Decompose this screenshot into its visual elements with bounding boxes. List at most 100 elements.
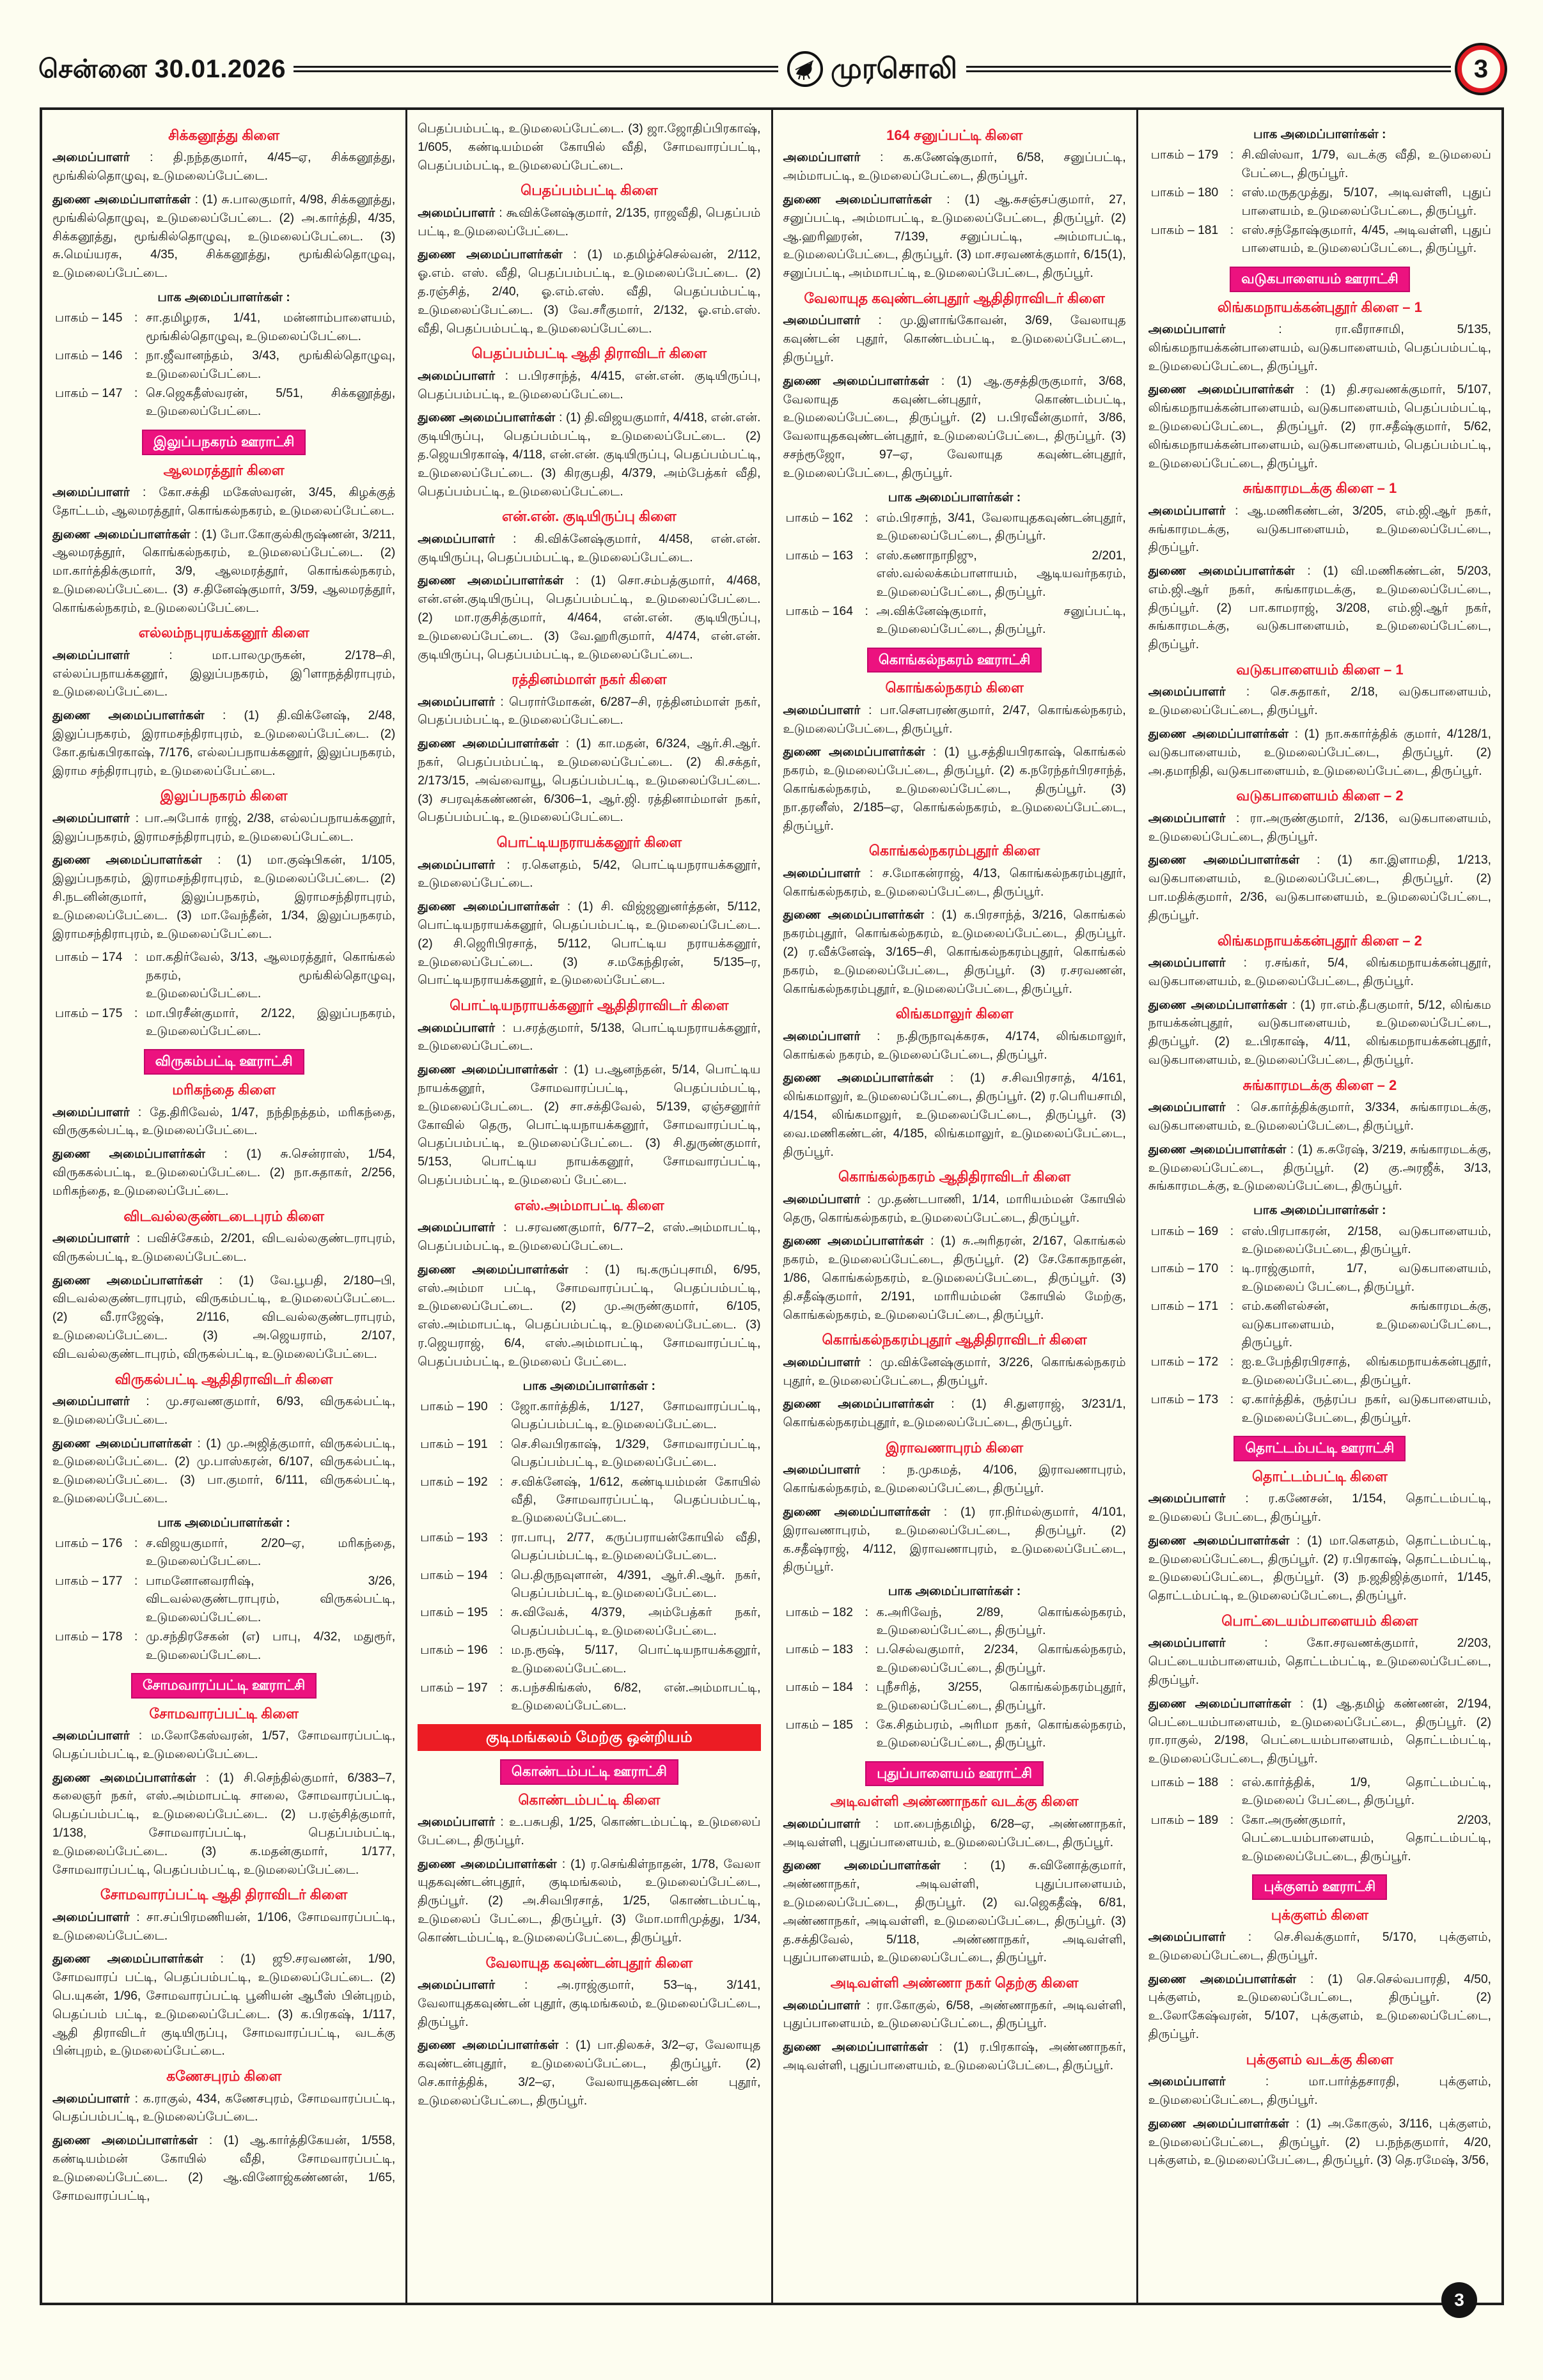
organiser-label: துணை அமைப்பாளர்கள் <box>418 1063 558 1077</box>
part-colon: : <box>865 604 868 618</box>
part-organiser-text: க.அரிவேந், 2/89, கொங்கல்நகரம், உடுமலைப்ப… <box>876 1605 1126 1637</box>
part-organiser-text: எஸ்.கணாநாநிஜு, 2/201, எஸ்.வல்லக்கம்பாளாய… <box>876 548 1126 599</box>
organiser-label: அமைப்பாளர் <box>52 1729 130 1743</box>
part-number: பாகம் – 147 <box>55 386 123 400</box>
organiser-label: துணை அமைப்பாளர்கள் <box>418 248 563 262</box>
organiser-paragraph: அமைப்பாளர் : உ.பசுபதி, 1/25, கொண்டம்பட்ட… <box>418 1815 761 1847</box>
organiser-label: அமைப்பாளர் <box>783 314 861 328</box>
organiser-paragraph: அமைப்பாளர் : ப.பிரசாந்த், 4/415, என்.என்… <box>418 369 761 401</box>
column-2: பெதப்பம்பட்டி, உடுமலைப்பேட்டை. (3) ஜா.ஜோ… <box>405 110 771 2303</box>
part-row: பாகம் – 181: எஸ்.சந்தோஷ்குமார், 4/45, அடி… <box>1148 222 1491 258</box>
rising-sun-bull-emblem-icon <box>787 51 824 87</box>
part-organisers-label: பாக அமைப்பாளர்கள் : <box>157 1515 290 1530</box>
organiser-paragraph: அமைப்பாளர் : மா.பார்த்தசாரதி, புக்குளம்,… <box>1148 2075 1491 2107</box>
masthead-city-date: சென்னை 30.01.2026 <box>38 55 286 83</box>
organiser-paragraph: அமைப்பாளர் : மா.பாலமுருகன், 2/178–சி, எல… <box>52 648 396 699</box>
part-number: பாகம் – 162 <box>785 511 853 525</box>
part-row: பாகம் – 162: எம்.பிரசாந், 3/41, வேலாயுதகவ… <box>783 509 1126 546</box>
part-number: பாகம் – 164 <box>785 604 853 618</box>
part-organiser-text: எல்.கார்த்திக், 1/9, தொட்டம்பட்டி, உடுமல… <box>1241 1775 1491 1808</box>
part-organiser-text: எஸ்.பிரபாகரன், 2/158, வடுகபாளையம், உடுமல… <box>1241 1224 1491 1256</box>
organiser-label: துணை அமைப்பாளர்கள் <box>52 709 205 723</box>
part-row: பாகம் – 192: ச.விக்னேஷ், 1/612, கண்டியம்ம… <box>418 1474 760 1528</box>
organiser-paragraph: துணை அமைப்பாளர்கள் : (1) சு.சென்ராஸ், 1/… <box>52 1147 396 1198</box>
panchayat-heading: புதுப்பாளையம் ஊராட்சி <box>865 1761 1044 1787</box>
organiser-paragraph: துணை அமைப்பாளர்கள் : (1) ஆ.தமிழ் கண்ணன்,… <box>1148 1697 1491 1766</box>
part-organiser-text: மு.சந்திரசேகன் (எ) பாபு, 4/32, மதுரூர், … <box>146 1630 396 1662</box>
part-number: பாகம் – 171 <box>1150 1300 1219 1314</box>
organiser-paragraph: அமைப்பாளர் : ப.சரத்குமார், 5/138, பொட்டி… <box>418 1021 761 1054</box>
part-number: பாகம் – 174 <box>55 951 123 965</box>
union-heading: குடிமங்கலம் மேற்கு ஒன்றியம் <box>418 1723 761 1751</box>
panchayat-heading: சோமவாரப்பட்டி ஊராட்சி <box>131 1672 317 1699</box>
organiser-label: அமைப்பாளர் <box>418 1021 496 1035</box>
organiser-paragraph: துணை அமைப்பாளர்கள் : (1) க.சுரேஷ், 3/219… <box>1148 1142 1491 1194</box>
part-row: பாகம் – 176: ச.விஜயகுமார், 2/20–ஏ, மரிகந்… <box>52 1535 395 1571</box>
organiser-paragraph: துணை அமைப்பாளர்கள் : (1) ஆ.கார்த்திகேயன்… <box>52 2134 396 2203</box>
branch-heading: சுங்காரமடக்கு கிளை – 1 <box>1242 480 1397 497</box>
part-colon: : <box>134 311 138 325</box>
branch-heading: வேலாயுத கவுண்டன்புதூர் ஆதிதிராவிடர் கிளை <box>804 290 1105 306</box>
organiser-paragraph: அமைப்பாளர் : தி.நந்தகுமார், 4/45–ஏ, சிக்… <box>52 151 396 183</box>
organiser-label: அமைப்பாளர் <box>52 1105 130 1119</box>
branch-heading: மரிகந்தை கிளை <box>172 1082 276 1098</box>
part-row: பாகம் – 171: எம்.கனிஎல்சன், சுங்காரமடக்கு… <box>1148 1298 1491 1352</box>
organiser-paragraph: துணை அமைப்பாளர்கள் : (1) சி. விஜ்ஜனுனர்த… <box>418 900 761 988</box>
part-number: பாகம் – 185 <box>785 1718 853 1732</box>
organiser-label: துணை அமைப்பாளர்கள் <box>783 908 925 922</box>
organiser-label: அமைப்பாளர் <box>418 206 496 220</box>
part-number: பாகம் – 191 <box>420 1437 488 1451</box>
organiser-label: துணை அமைப்பாளர்கள் <box>52 527 191 541</box>
organiser-paragraph: துணை அமைப்பாளர்கள் : (1) வே.பூபதி, 2/180… <box>52 1273 396 1361</box>
branch-heading: லிங்கமநாயக்கன்புதூர் கிளை – 2 <box>1217 932 1422 949</box>
organiser-label: துணை அமைப்பாளர்கள் <box>783 745 925 759</box>
branch-heading: இலுப்பநகரம் கிளை <box>160 788 288 804</box>
organiser-paragraph: துணை அமைப்பாளர்கள் : (1) நா.சுகார்த்திக்… <box>1148 727 1491 778</box>
organiser-label: அமைப்பாளர் <box>418 1978 496 1992</box>
organiser-paragraph: அமைப்பாளர் : மு.தண்டபாணி, 1/14, மாரியம்ம… <box>783 1192 1126 1225</box>
part-colon: : <box>134 386 138 400</box>
organiser-label: அமைப்பாளர் <box>52 648 130 662</box>
page-number-badge: 3 <box>1457 45 1505 93</box>
organiser-label: துணை அமைப்பாளர்கள் <box>783 1397 934 1412</box>
part-organiser-text: ஏ.கார்த்திக், ருத்ரப்ப நகர், வடுகபாளையம்… <box>1241 1393 1491 1425</box>
organiser-paragraph: அமைப்பாளர் : ர.கௌதம், 5/42, பொட்டியநராயக… <box>418 858 761 891</box>
organiser-paragraph: அமைப்பாளர் : செ.கார்த்திக்குமார், 3/334,… <box>1148 1101 1491 1133</box>
branch-heading: ஆலமரத்தூர் கிளை <box>163 462 285 478</box>
branch-heading: புக்குளம் வடக்கு கிளை <box>1246 2051 1394 2067</box>
part-number: பாகம் – 179 <box>1150 148 1219 162</box>
panchayat-heading: இலுப்பநகரம் ஊராட்சி <box>141 429 306 455</box>
organiser-label: அமைப்பாளர் <box>1148 685 1226 699</box>
organiser-label: அமைப்பாளர் <box>52 2092 130 2106</box>
branch-heading: கொங்கல்நகரம் கிளை <box>885 680 1024 696</box>
part-colon: : <box>134 951 138 965</box>
organiser-label: துணை அமைப்பாளர்கள் <box>783 374 929 388</box>
organiser-label: துணை அமைப்பாளர்கள் <box>783 1505 930 1519</box>
organiser-paragraph: அமைப்பாளர் : கி.விக்னேஷ்குமார், 4/458, எ… <box>418 532 761 564</box>
branch-heading: பொட்டையம்பாளையம் கிளை <box>1221 1612 1418 1629</box>
organiser-paragraph: அமைப்பாளர் : ர.சங்கர், 5/4, லிங்கமநாயக்க… <box>1148 956 1491 988</box>
part-colon: : <box>1230 148 1234 162</box>
part-row: பாகம் – 194: பெ.திருநவுளான், 4/391, ஆர்.ச… <box>418 1567 760 1603</box>
organiser-paragraph: துணை அமைப்பாளர்கள் : (1) செ.செல்வபாரதி, … <box>1148 1972 1491 2042</box>
organiser-label: துணை அமைப்பாளர்கள் <box>52 1273 203 1287</box>
organiser-label: துணை அமைப்பாளர்கள் <box>418 1857 557 1871</box>
branch-heading: என்.என். குடியிருப்பு கிளை <box>501 508 677 525</box>
organiser-paragraph: துணை அமைப்பாளர்கள் : (1) பூ.சத்தியபிரகாஷ… <box>783 745 1126 833</box>
organiser-label: துணை அமைப்பாளர்கள் <box>783 2041 928 2055</box>
organiser-paragraph: அமைப்பாளர் : ரா.கோகுல், 6/58, அண்ணாநகர்,… <box>783 1998 1126 2031</box>
part-organiser-text: எம்.கனிஎல்சன், சுங்காரமடக்கு, வடுகபாளையம… <box>1241 1300 1491 1349</box>
organiser-label: அமைப்பாளர் <box>1148 1101 1226 1115</box>
organiser-paragraph: அமைப்பாளர் : சா.சப்பிரமணியன், 1/106, சோம… <box>52 1910 396 1943</box>
part-colon: : <box>1230 1813 1234 1827</box>
organiser-label: அமைப்பாளர் <box>783 1192 861 1206</box>
branch-heading: கொங்கல்நகரம்புதூர் கிளை <box>868 843 1040 859</box>
organiser-label: துணை அமைப்பாளர்கள் <box>783 192 932 206</box>
part-row: பாகம் – 195: சு.விவேக், 4/379, அம்பேத்கர்… <box>418 1604 760 1640</box>
part-colon: : <box>499 1606 503 1620</box>
part-row: பாகம் – 173: ஏ.கார்த்திக், ருத்ரப்ப நகர்,… <box>1148 1391 1491 1427</box>
organiser-label: அமைப்பாளர் <box>52 811 130 825</box>
part-number: பாகம் – 145 <box>55 311 123 325</box>
part-colon: : <box>134 1006 138 1020</box>
part-number: பாகம் – 170 <box>1150 1262 1219 1276</box>
